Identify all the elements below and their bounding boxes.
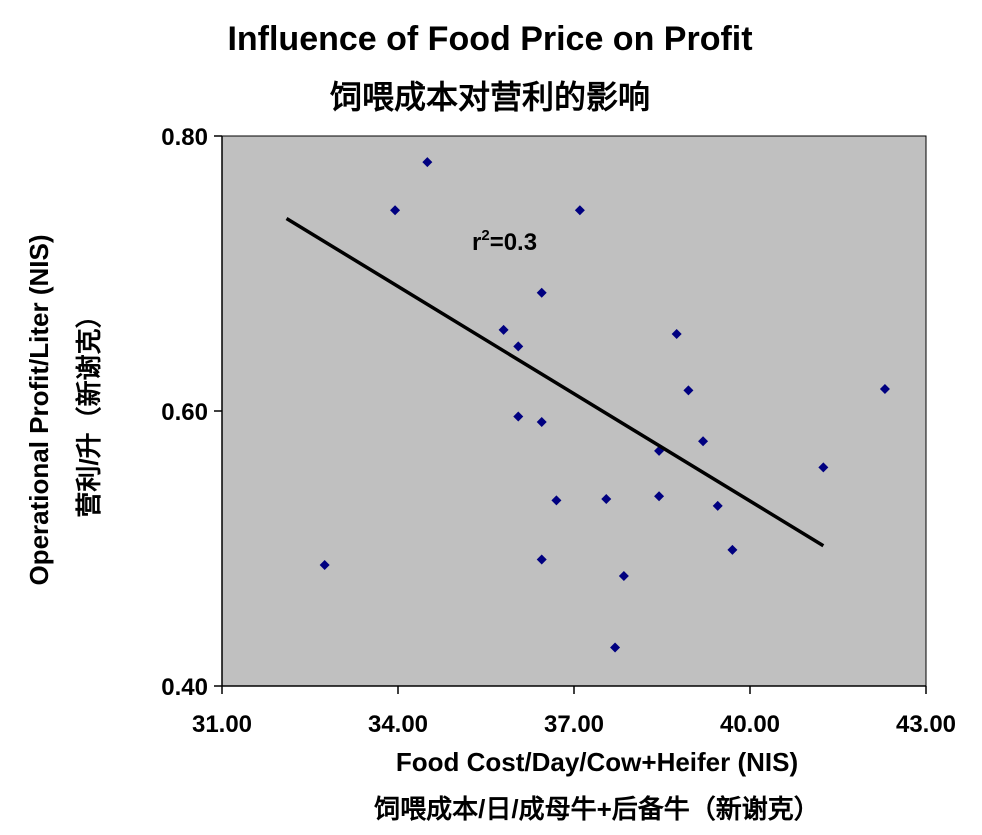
data-point [618,571,629,581]
data-point [536,287,547,298]
data-point [727,544,738,555]
y-tick-label: 0.40 [161,674,208,701]
x-tick-label: 40.00 [720,711,780,738]
y-axis-ticks: 0.40 0.60 0.80 [161,124,222,701]
data-point [683,385,694,396]
data-point [671,329,682,339]
y-tick-label: 0.80 [161,124,208,151]
x-axis-ticks: 31.00 34.00 37.00 40.00 43.00 [192,686,956,738]
x-tick-label: 43.00 [896,711,956,738]
data-point [610,642,621,653]
data-point [601,494,612,504]
data-point [712,500,723,511]
data-point [513,341,524,352]
chart-title: Influence of Food Price on Profit [227,20,752,58]
data-point [574,205,585,216]
plot-area [221,135,927,687]
x-axis-label: Food Cost/Day/Cow+Heifer (NIS) [396,747,798,777]
data-point [513,411,524,422]
x-tick-label: 34.00 [368,711,428,738]
chart-subtitle: 饲喂成本对营利的影响 [330,79,650,115]
r-squared-annotation: r2=0.3 [472,227,537,256]
data-point [536,417,547,427]
r-squared-value: =0.3 [490,229,537,256]
data-point [698,436,709,447]
data-point [879,384,890,394]
y-axis-label-chinese: 营利/升（新谢克） [74,302,104,517]
data-points [319,157,890,653]
x-tick-label: 37.00 [544,711,604,738]
data-point [319,560,330,570]
data-point [654,491,665,502]
data-point [551,495,562,506]
x-tick-label: 31.00 [192,711,252,738]
y-axis-label: Operational Profit/Liter (NIS) [24,234,54,585]
data-point [390,205,401,216]
data-point [422,157,433,168]
r-superscript: 2 [481,227,489,244]
x-axis-label-chinese: 饲喂成本/日/成母牛+后备牛（新谢克） [373,794,820,824]
data-point [536,554,547,565]
y-tick-label: 0.60 [161,399,208,426]
data-point [498,324,509,335]
r-label: r [472,229,481,256]
trend-line [285,217,825,548]
data-point [818,462,829,473]
